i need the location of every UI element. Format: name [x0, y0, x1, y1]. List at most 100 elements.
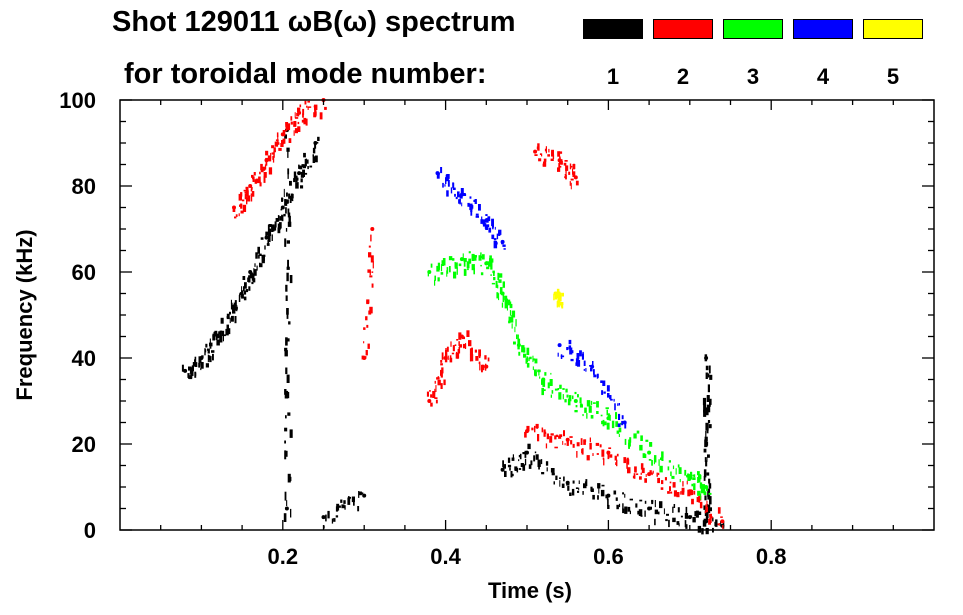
spectral-mark	[194, 371, 197, 378]
spectral-mark	[246, 190, 249, 197]
spectral-mark	[488, 261, 491, 267]
spectral-mark	[303, 117, 307, 125]
spectral-mark	[517, 340, 520, 346]
spectral-mark	[589, 365, 592, 367]
spectral-mark	[284, 347, 288, 352]
spectral-mark	[245, 186, 249, 190]
spectral-mark	[463, 193, 466, 196]
spectral-mark	[286, 308, 289, 315]
spectral-mark	[558, 304, 560, 308]
spectral-mark	[698, 475, 702, 480]
spectral-mark	[617, 403, 619, 406]
spectral-mark	[635, 503, 638, 508]
spectral-mark	[306, 161, 309, 164]
spectral-mark	[561, 483, 565, 488]
spectral-mark	[672, 465, 675, 470]
spectral-mark	[253, 269, 257, 276]
spectral-mark	[676, 521, 680, 525]
spectral-mark	[590, 415, 594, 419]
spectral-mark	[560, 355, 565, 358]
spectral-mark	[678, 523, 680, 527]
spectral-mark	[624, 506, 628, 514]
spectral-mark	[293, 171, 297, 179]
spectral-mark	[497, 272, 500, 280]
spectral-mark	[242, 276, 246, 280]
spectral-mark	[268, 228, 272, 237]
spectral-mark	[511, 310, 516, 318]
spectral-mark	[274, 221, 277, 228]
spectral-mark	[227, 328, 231, 335]
spectral-mark	[220, 332, 222, 339]
spectral-mark	[286, 272, 289, 282]
spectral-mark	[460, 188, 464, 195]
spectral-mark	[699, 482, 703, 488]
spectral-mark	[454, 262, 458, 269]
spectral-mark	[691, 483, 693, 487]
spectral-mark	[251, 195, 253, 202]
spectral-mark	[367, 269, 371, 273]
spectral-mark	[324, 106, 327, 110]
spectral-mark	[526, 362, 530, 368]
spectral-mark	[654, 509, 659, 515]
spectral-mark	[672, 506, 674, 513]
spectral-mark	[614, 455, 617, 461]
spectral-mark	[563, 430, 565, 437]
spectral-mark	[284, 450, 287, 460]
spectral-mark	[677, 464, 680, 468]
spectral-mark	[632, 475, 636, 479]
spectral-mark	[282, 140, 284, 145]
spectral-mark	[443, 379, 446, 386]
spectral-mark	[712, 517, 714, 522]
spectral-mark	[715, 519, 718, 527]
legend-swatch-mode-5	[863, 19, 923, 39]
spectral-mark	[622, 503, 624, 510]
spectral-mark	[670, 471, 672, 477]
spectral-mark	[576, 442, 580, 447]
spectral-mark	[701, 528, 704, 535]
spectral-mark	[703, 404, 707, 413]
series-mode-2-7	[426, 330, 490, 407]
spectral-mark	[624, 423, 627, 429]
spectral-mark	[506, 304, 508, 311]
spectral-mark	[627, 506, 631, 512]
spectral-mark	[486, 266, 490, 270]
spectral-mark	[578, 480, 580, 484]
spectral-mark	[607, 499, 609, 507]
spectral-mark	[426, 391, 429, 397]
spectral-mark	[504, 301, 508, 309]
spectral-mark	[299, 165, 303, 170]
spectral-mark	[654, 500, 656, 508]
spectral-mark	[481, 364, 483, 373]
legend-label-mode-2: 2	[676, 64, 690, 89]
spectral-mark	[504, 470, 507, 477]
spectral-mark	[256, 265, 258, 271]
spectral-mark	[286, 240, 290, 244]
spectral-mark	[235, 214, 238, 217]
spectral-mark	[219, 335, 223, 343]
spectral-mark	[303, 152, 306, 158]
spectral-mark	[599, 444, 602, 448]
spectral-mark	[684, 469, 687, 476]
spectral-mark	[545, 461, 549, 466]
spectral-mark	[698, 511, 702, 515]
spectral-mark	[575, 405, 578, 408]
spectral-mark	[577, 394, 579, 398]
spectral-mark	[546, 433, 549, 440]
spectral-mark	[702, 397, 707, 406]
spectral-mark	[255, 252, 258, 259]
spectral-mark	[297, 121, 300, 125]
spectral-mark	[496, 292, 499, 299]
spectral-mark	[699, 485, 703, 489]
spectral-mark	[513, 341, 516, 345]
data-point	[232, 304, 236, 309]
spectral-mark	[620, 422, 622, 425]
spectral-mark	[659, 501, 663, 509]
spectral-mark	[570, 440, 573, 445]
spectral-mark	[596, 453, 599, 455]
spectral-mark	[551, 149, 554, 157]
spectral-mark	[616, 459, 618, 467]
spectral-mark	[289, 429, 293, 438]
spectral-mark	[511, 315, 515, 318]
spectral-mark	[277, 141, 279, 145]
spectral-mark	[554, 435, 557, 440]
